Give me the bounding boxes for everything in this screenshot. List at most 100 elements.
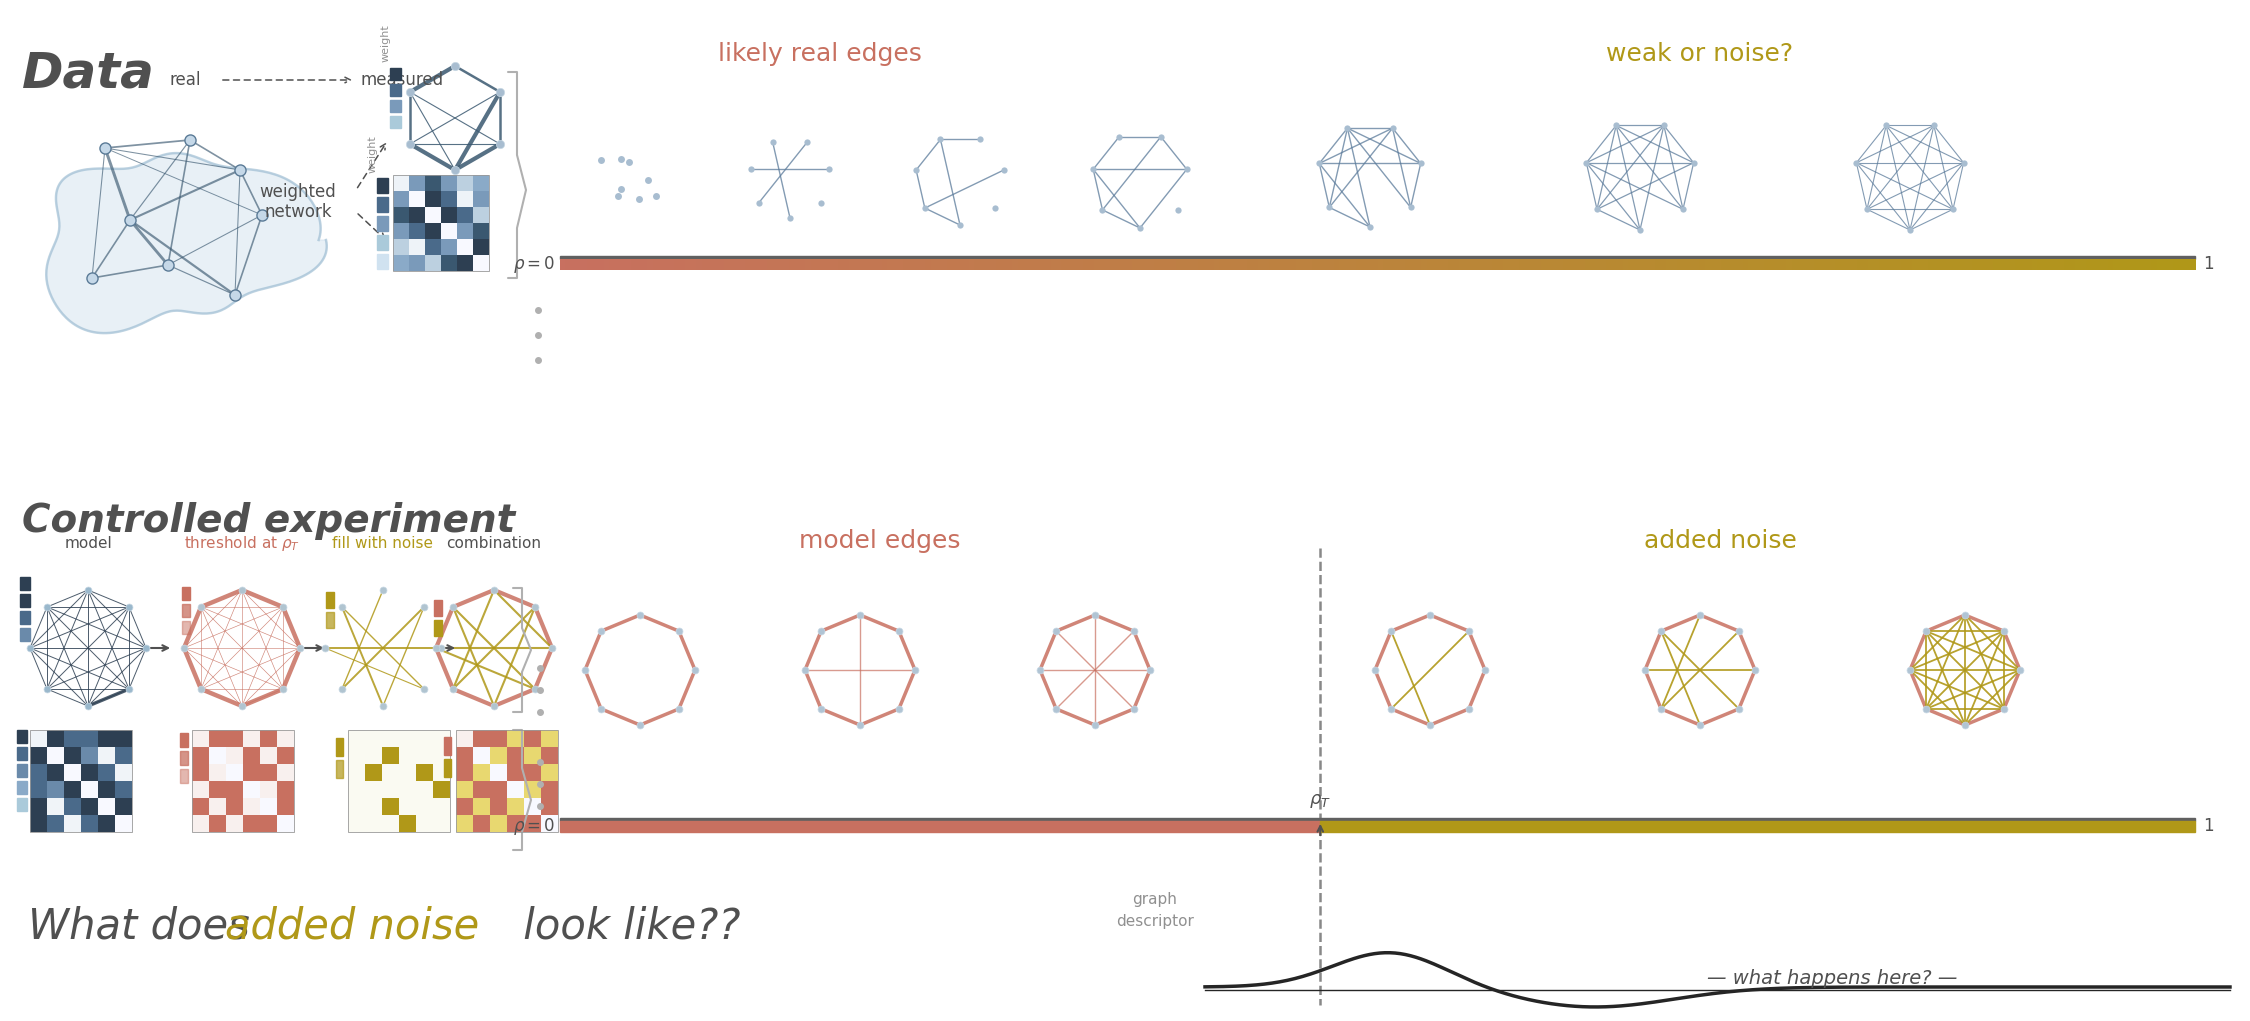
Bar — [441, 239, 457, 255]
Bar — [1105, 259, 1112, 270]
Bar — [29, 764, 47, 781]
Bar — [490, 747, 506, 764]
Bar — [1564, 259, 1568, 270]
Bar — [506, 781, 524, 798]
Bar — [1224, 259, 1231, 270]
Bar — [1530, 259, 1537, 270]
Bar — [277, 764, 295, 781]
Bar — [626, 259, 632, 270]
Bar — [506, 730, 524, 747]
Text: Controlled experiment: Controlled experiment — [22, 502, 515, 540]
Bar — [382, 798, 398, 815]
Bar — [1339, 259, 1346, 270]
Bar — [472, 191, 488, 207]
Bar — [349, 764, 364, 781]
Bar — [524, 815, 540, 832]
Bar — [1269, 259, 1276, 270]
Bar — [115, 764, 133, 781]
Bar — [1514, 259, 1521, 270]
Bar — [1242, 259, 1249, 270]
Bar — [598, 259, 605, 270]
Bar — [1454, 259, 1460, 270]
Bar — [349, 747, 364, 764]
Bar — [1143, 259, 1150, 270]
Bar — [47, 815, 63, 832]
Bar — [1602, 259, 1606, 270]
Bar — [457, 730, 558, 832]
Bar — [1906, 259, 1912, 270]
Bar — [713, 259, 720, 270]
Bar — [434, 620, 441, 636]
Bar — [472, 255, 488, 271]
Bar — [1066, 259, 1073, 270]
Bar — [398, 815, 416, 832]
Bar — [1449, 259, 1456, 270]
Bar — [394, 175, 410, 191]
Bar — [441, 191, 457, 207]
Bar — [441, 207, 457, 223]
Bar — [1802, 259, 1809, 270]
Bar — [540, 815, 558, 832]
Bar — [326, 592, 333, 607]
Bar — [524, 747, 540, 764]
Bar — [1955, 259, 1962, 270]
Bar — [837, 259, 844, 270]
Bar — [472, 175, 488, 191]
Bar — [2020, 259, 2027, 270]
Bar — [20, 611, 29, 624]
Bar — [243, 815, 261, 832]
Bar — [1852, 259, 1858, 270]
Bar — [1978, 259, 1984, 270]
Bar — [2158, 259, 2162, 270]
Bar — [180, 769, 189, 783]
Bar — [1825, 259, 1832, 270]
Bar — [457, 798, 472, 815]
Bar — [349, 730, 450, 832]
Bar — [389, 100, 400, 112]
Bar — [1273, 259, 1280, 270]
Bar — [209, 781, 225, 798]
Bar — [364, 730, 382, 747]
Bar — [1089, 259, 1096, 270]
Bar — [1112, 259, 1116, 270]
Bar — [277, 781, 295, 798]
Bar — [1170, 259, 1177, 270]
Bar — [1573, 259, 1580, 270]
Bar — [1289, 259, 1296, 270]
Bar — [2048, 259, 2054, 270]
Bar — [1580, 259, 1586, 270]
Bar — [2135, 259, 2142, 270]
Bar — [81, 815, 99, 832]
Bar — [364, 781, 382, 798]
Bar — [745, 259, 752, 270]
Bar — [457, 175, 472, 191]
Bar — [432, 764, 450, 781]
Bar — [432, 798, 450, 815]
Bar — [1159, 259, 1166, 270]
Bar — [441, 175, 457, 191]
Bar — [398, 798, 416, 815]
Bar — [718, 259, 724, 270]
Bar — [763, 259, 767, 270]
Bar — [349, 815, 364, 832]
Bar — [1917, 259, 1924, 270]
Bar — [472, 815, 490, 832]
Bar — [47, 730, 63, 747]
Bar — [1721, 259, 1728, 270]
Bar — [986, 259, 992, 270]
Text: Data: Data — [22, 50, 155, 98]
Bar — [191, 747, 209, 764]
Bar — [1051, 259, 1057, 270]
Bar — [335, 738, 342, 756]
Bar — [378, 197, 387, 212]
Bar — [1940, 259, 1946, 270]
Bar — [958, 259, 965, 270]
Bar — [20, 577, 29, 590]
Bar — [810, 259, 817, 270]
Bar — [686, 259, 691, 270]
Bar — [378, 216, 387, 231]
Bar — [1818, 259, 1825, 270]
Bar — [1384, 259, 1390, 270]
Bar — [416, 730, 432, 747]
Bar — [506, 764, 524, 781]
